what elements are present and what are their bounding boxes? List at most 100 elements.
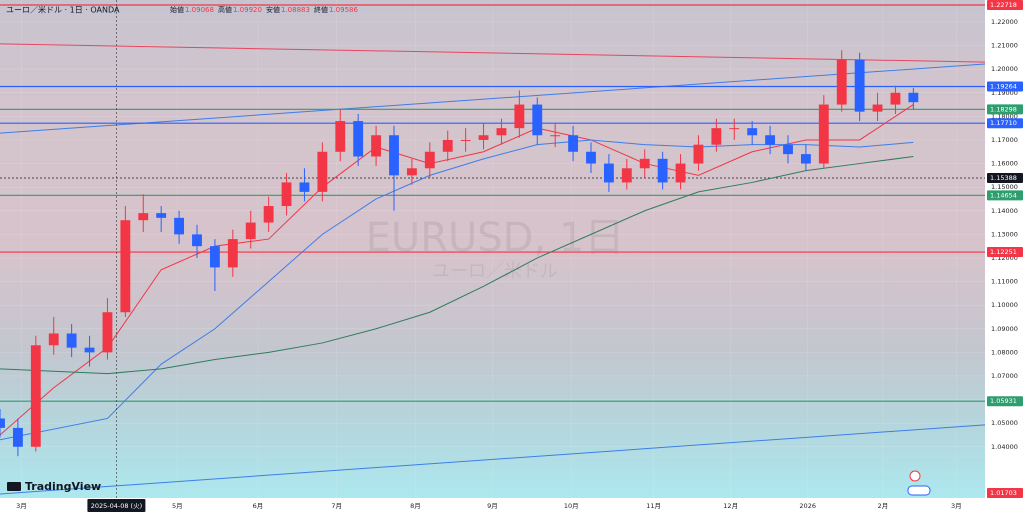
candle-body: [442, 139, 453, 152]
x-tick-label: 9月: [487, 502, 498, 510]
y-tick-label: 1.22000: [991, 18, 1018, 26]
logo-text: TradingView: [25, 480, 101, 493]
x-tick-label: 2月: [878, 502, 889, 510]
plot: [0, 0, 986, 498]
candle-body: [854, 59, 865, 112]
x-tick-label: 3月: [951, 502, 962, 510]
level-label-box: [987, 190, 1023, 201]
candle-body: [48, 333, 59, 346]
ohlc-legend: 始値 1.09068 高値 1.09920 安値 1.08883 終値 1.09586: [170, 5, 358, 14]
watermark-title: EURUSD, 1日: [366, 215, 625, 261]
y-tick-label: 1.16000: [991, 160, 1018, 168]
x-tick-label: 2026: [799, 502, 816, 510]
candle-body: [299, 182, 310, 192]
candle-body: [12, 427, 23, 447]
candle-body: [263, 206, 274, 223]
candle-body: [783, 144, 793, 155]
axes: 1.040001.050001.060001.070001.080001.090…: [16, 0, 1023, 512]
candle-body: [424, 151, 435, 169]
moving-average: [0, 155, 914, 375]
level-label: 1.19264: [990, 83, 1017, 91]
level-label-box: [987, 173, 1023, 184]
candle-body: [209, 246, 220, 268]
candle-body: [353, 121, 364, 157]
y-tick-label: 1.10000: [991, 301, 1018, 309]
level-label-box: [987, 118, 1023, 129]
candle-body: [532, 104, 543, 136]
x-tick-label: 12月: [723, 502, 738, 510]
ohlc-value: 1.08883: [281, 6, 310, 14]
candle-body: [872, 104, 883, 112]
candle-body: [66, 333, 77, 348]
moving-average: [0, 104, 914, 436]
candle-body: [603, 163, 614, 183]
watermark-subtitle: ユーロ／米ドル: [432, 261, 558, 282]
ohlc-label: 安値: [266, 5, 280, 14]
candle-body: [156, 213, 167, 218]
y-tick-label: 1.08000: [991, 348, 1018, 356]
ohlc-value: 1.09068: [185, 6, 214, 14]
y-tick-label: 1.15000: [991, 183, 1018, 191]
level-label: 1.17710: [990, 119, 1017, 127]
candle-body: [908, 92, 919, 103]
grid: [0, 0, 985, 498]
y-tick-label: 1.11000: [991, 278, 1018, 286]
candle-body: [281, 182, 292, 207]
candle-body: [30, 345, 41, 447]
candle-body: [478, 135, 489, 140]
symbol: ユーロ／米ドル · 1日 · OANDA: [6, 5, 120, 15]
trendline: [0, 43, 986, 63]
candle-body: [192, 234, 202, 247]
candle-body: [657, 158, 668, 183]
level-label-box: [987, 81, 1023, 92]
candle-body: [0, 418, 5, 428]
level-label: 1.01703: [990, 489, 1017, 497]
y-tick-label: 1.12000: [991, 254, 1018, 262]
ohlc-label: 始値: [170, 5, 184, 14]
trendline: [0, 63, 986, 134]
x-tick-label: 10月: [564, 502, 579, 510]
y-tick-label: 1.17000: [991, 136, 1018, 144]
x-tick-label: 11月: [646, 502, 661, 510]
x-tick-label: 3月: [16, 502, 27, 510]
alert-icon[interactable]: [909, 470, 921, 482]
candle-body: [138, 213, 149, 221]
candle-body: [371, 135, 382, 157]
candle-body: [174, 217, 185, 235]
candle-body: [586, 151, 596, 164]
logo: TradingView: [7, 480, 101, 493]
level-label-box: [987, 104, 1023, 115]
ohlc-label: 高値: [218, 5, 232, 14]
level-label-box: [987, 488, 1023, 498]
ohlc-value: 1.09920: [233, 6, 262, 14]
candle-body: [675, 163, 686, 183]
level-label: 1.14654: [990, 191, 1017, 199]
candle-body: [406, 168, 417, 176]
crosshair-label: 2025-04-08 (火): [91, 502, 142, 510]
candle-body: [460, 139, 471, 141]
candle-body: [568, 135, 579, 152]
level-label: 1.18298: [990, 105, 1017, 113]
y-tick-label: 1.07000: [991, 372, 1018, 380]
y-tick-label: 1.21000: [991, 42, 1018, 50]
candle-body: [836, 59, 847, 105]
x-tick-label: 5月: [172, 502, 183, 510]
trendline: [0, 424, 986, 495]
logo-icon: [7, 482, 21, 491]
candle-body: [729, 128, 740, 130]
candle-body: [890, 92, 901, 105]
candle-body: [818, 104, 829, 164]
candle-body: [389, 135, 399, 176]
candle-body: [514, 104, 525, 129]
y-tick-label: 1.09000: [991, 325, 1018, 333]
candle-body: [550, 135, 561, 137]
x-tick-label: 8月: [410, 502, 421, 510]
candle-body: [639, 158, 650, 169]
level-label: 1.15388: [990, 174, 1017, 182]
toggle-icon[interactable]: [907, 485, 931, 496]
ohlc-label: 終値: [314, 5, 328, 14]
candle-body: [84, 347, 95, 353]
candle-body: [335, 121, 346, 152]
candle-body: [800, 154, 811, 164]
crosshair-label-box: [87, 499, 146, 512]
